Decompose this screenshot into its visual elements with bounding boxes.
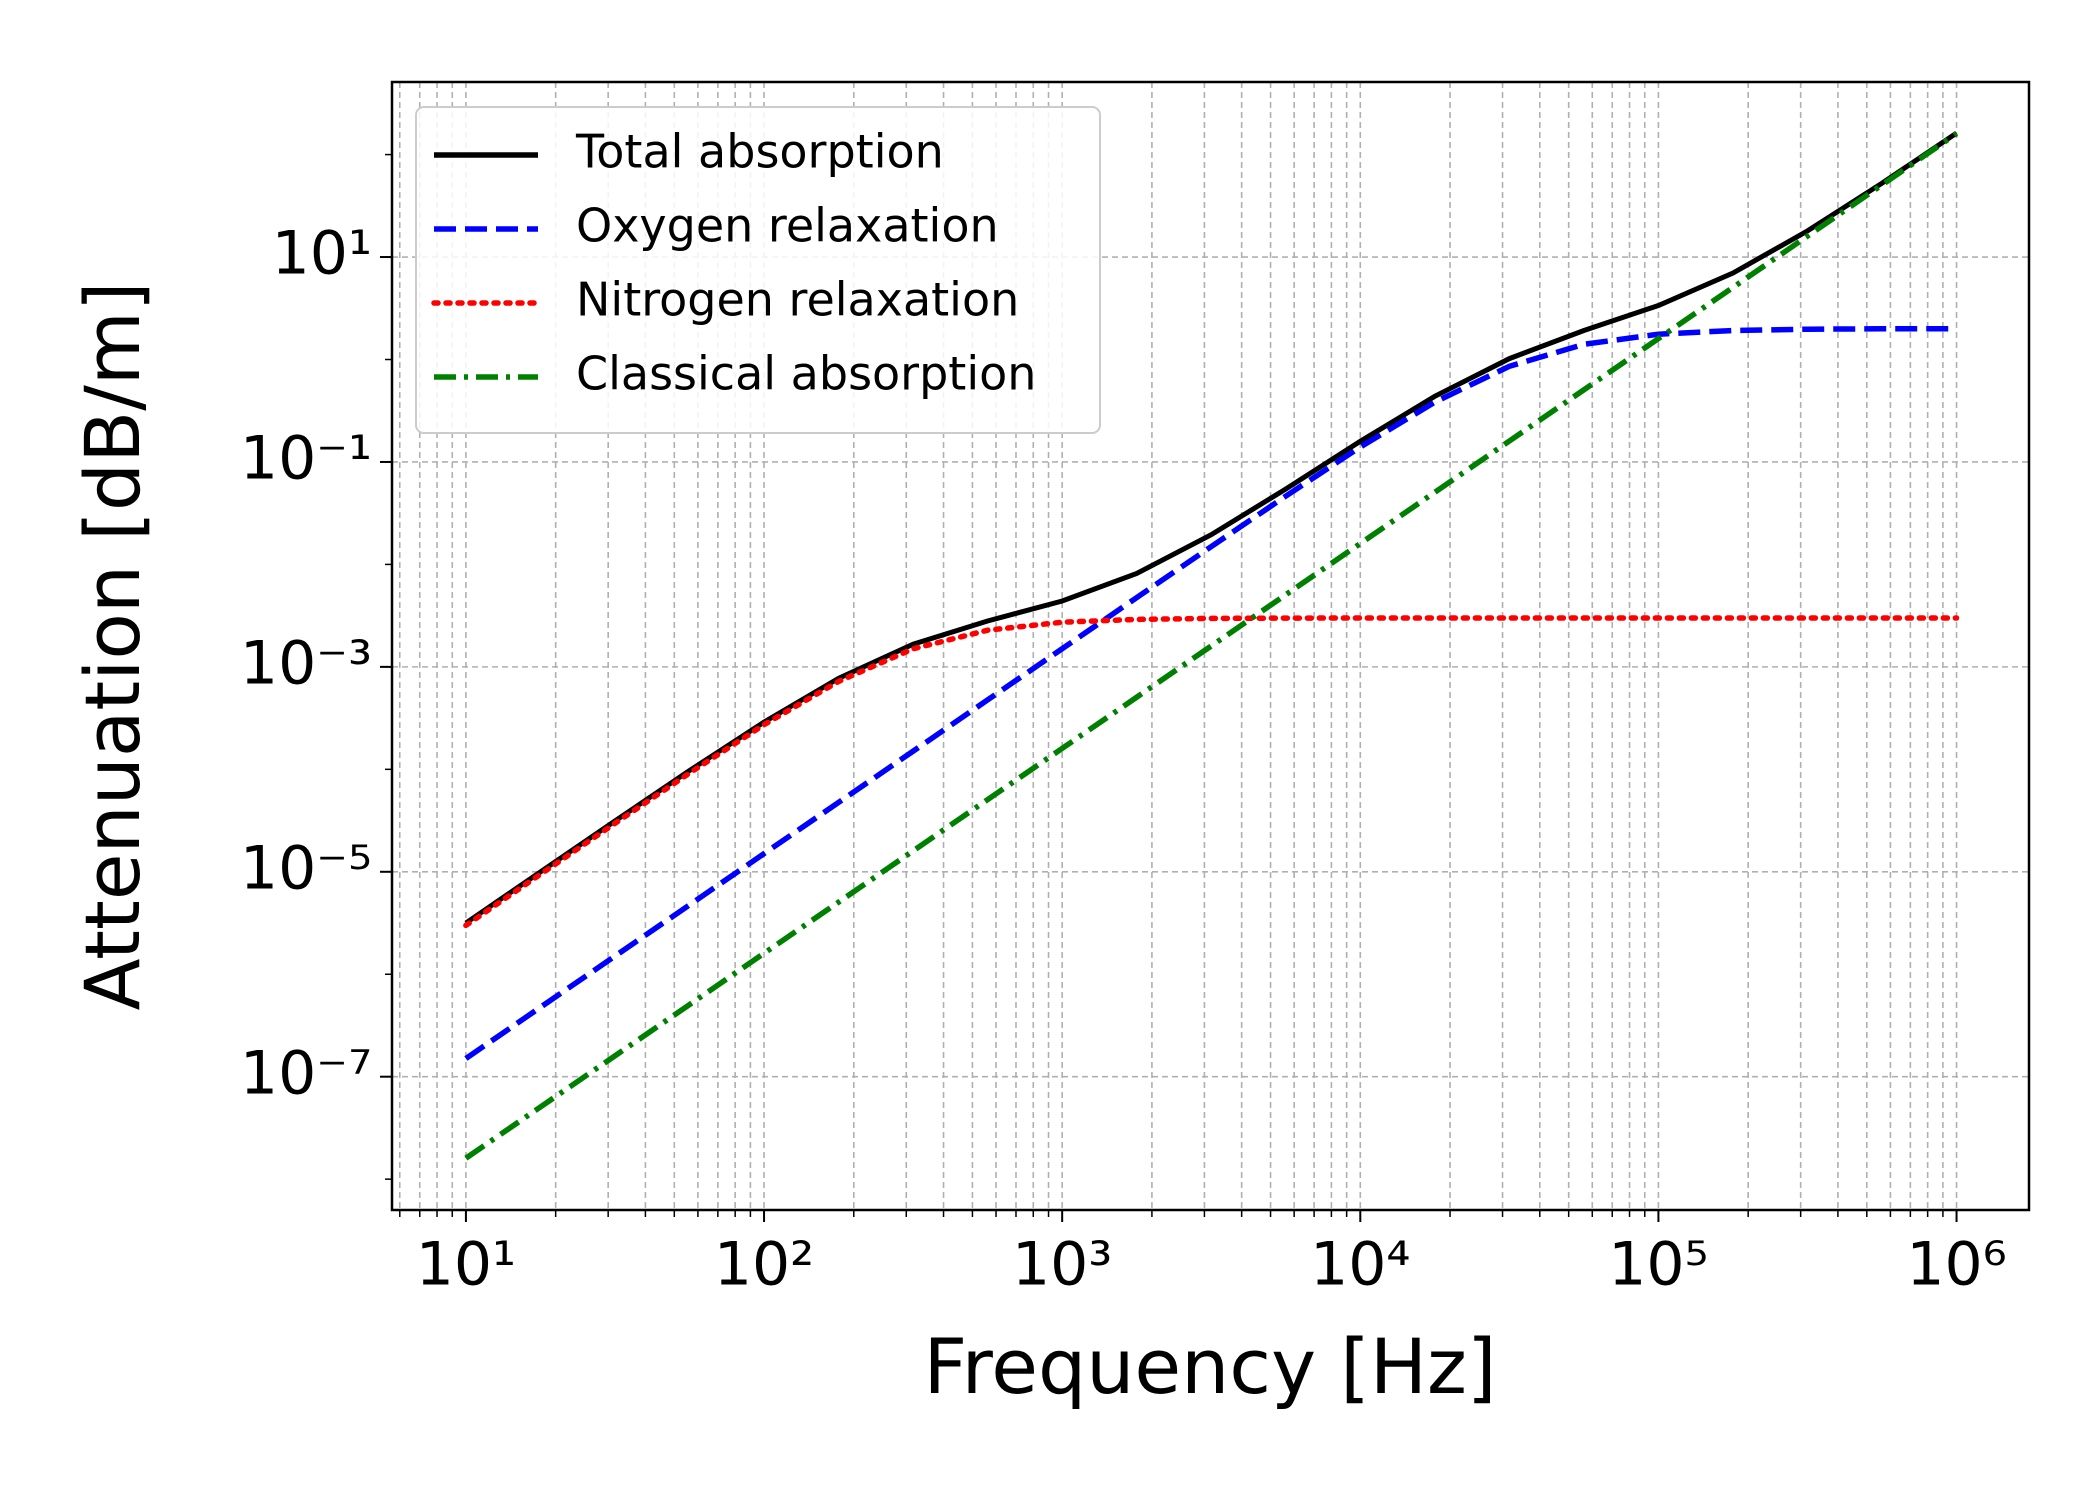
x-tick-label: 10² (714, 1230, 814, 1300)
x-tick-label: 10⁶ (1906, 1230, 2006, 1300)
y-tick-label: 10⁻¹ (240, 424, 372, 494)
series-line (464, 325, 1957, 1061)
y-tick-label: 10⁻⁵ (240, 833, 372, 903)
y-tick-label: 10¹ (272, 219, 372, 289)
plot-frame (390, 80, 2031, 1212)
x-tick-label: 10³ (1012, 1230, 1112, 1300)
legend-label: Total absorption (575, 125, 944, 179)
legend-label: Classical absorption (576, 347, 1036, 401)
x-tick-label: 10⁴ (1310, 1230, 1410, 1300)
x-tick-label: 10¹ (416, 1230, 516, 1300)
x-tick-label: 10⁵ (1608, 1230, 1708, 1300)
legend-label: Nitrogen relaxation (576, 273, 1019, 327)
legend: Total absorption Oxygen relaxation Nitroge… (415, 106, 1101, 434)
legend-label: Oxygen relaxation (576, 199, 999, 253)
legend-box (415, 106, 1101, 434)
y-tick-label: 10⁻³ (240, 628, 372, 698)
y-axis-label: Attenuation [dB/m] (68, 282, 157, 1011)
y-tick-label: 10⁻⁷ (240, 1038, 372, 1108)
x-axis-label: Frequency [Hz] (923, 1322, 1496, 1411)
series-line (463, 615, 1960, 929)
series-line (464, 131, 1959, 1161)
